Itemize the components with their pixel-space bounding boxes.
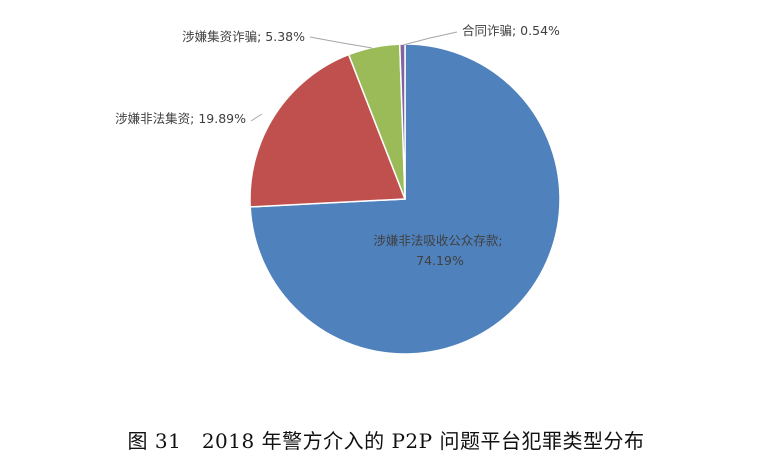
label-illegal-deposits: 涉嫌非法吸收公众存款; 74.19% bbox=[373, 233, 506, 268]
slice-illegal-fundraising bbox=[249, 53, 407, 208]
label-fundraising-fraud: 涉嫌集资诈骗; 5.38% bbox=[182, 29, 305, 44]
label-illegal-deposits-name: 涉嫌非法吸收公众存款; bbox=[373, 233, 502, 248]
label-illegal-deposits-value: 74.19% bbox=[416, 253, 464, 268]
leader-line-illegal-fundraising bbox=[250, 113, 263, 122]
leader-line-fundraising-fraud bbox=[309, 36, 373, 49]
label-contract-fraud: 合同诈骗; 0.54% bbox=[462, 23, 560, 38]
figure-caption: 图 31 2018 年警方介入的 P2P 问题平台犯罪类型分布 bbox=[128, 429, 645, 453]
label-illegal-fundraising: 涉嫌非法集资; 19.89% bbox=[115, 111, 246, 126]
leader-line-contract-fraud bbox=[402, 31, 458, 46]
slice-labels: 涉嫌非法吸收公众存款; 74.19% 涉嫌非法集资; 19.89% 涉嫌集资诈骗… bbox=[115, 23, 560, 268]
pie-slices bbox=[249, 43, 561, 355]
leader-lines bbox=[250, 31, 458, 122]
